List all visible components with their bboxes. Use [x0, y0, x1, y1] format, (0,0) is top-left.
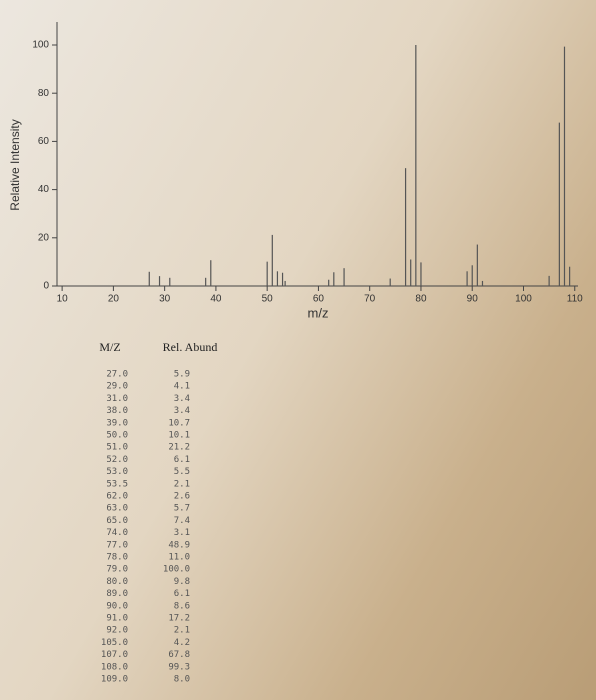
table-cell: 7.4 [174, 516, 190, 526]
table-cell: 50.0 [106, 431, 128, 441]
table-cell: 6.1 [174, 589, 190, 599]
table-cell: 79.0 [106, 565, 128, 575]
table-cell: 9.8 [174, 577, 190, 587]
table-cell: 5.9 [174, 370, 190, 380]
table-cell: 53.5 [106, 479, 128, 489]
table-cell: 3.4 [174, 394, 190, 404]
table-cell: 52.0 [106, 455, 128, 465]
table-cell: 53.0 [106, 467, 128, 477]
table-cell: 17.2 [168, 614, 190, 624]
x-tick-label: 60 [313, 294, 325, 305]
table-header: Rel. Abund [163, 340, 218, 354]
table-cell: 74.0 [106, 528, 128, 538]
table-cell: 92.0 [106, 626, 128, 636]
table-cell: 65.0 [106, 516, 128, 526]
table-cell: 39.0 [106, 418, 128, 428]
table-cell: 90.0 [106, 601, 128, 611]
table-cell: 5.7 [174, 504, 190, 514]
table-cell: 105.0 [101, 638, 128, 648]
table-cell: 51.0 [106, 443, 128, 453]
table-cell: 31.0 [106, 394, 128, 404]
y-tick-label: 80 [38, 88, 50, 99]
x-tick-label: 70 [364, 294, 376, 305]
table-cell: 62.0 [106, 492, 128, 502]
table-cell: 48.9 [168, 540, 190, 550]
table-header: M/Z [99, 340, 120, 354]
y-tick-label: 0 [43, 281, 49, 292]
x-tick-label: 10 [57, 294, 69, 305]
table-cell: 2.1 [174, 479, 190, 489]
y-tick-label: 20 [38, 232, 50, 243]
table-cell: 108.0 [101, 662, 128, 672]
table-cell: 6.1 [174, 455, 190, 465]
table-cell: 21.2 [168, 443, 190, 453]
table-cell: 38.0 [106, 406, 128, 416]
x-tick-label: 110 [567, 294, 583, 305]
x-tick-label: 50 [262, 294, 274, 305]
table-cell: 89.0 [106, 589, 128, 599]
table-cell: 2.6 [174, 492, 190, 502]
table-cell: 77.0 [106, 540, 128, 550]
table-cell: 4.1 [174, 382, 190, 392]
table-cell: 99.3 [168, 662, 190, 672]
table-cell: 27.0 [106, 370, 128, 380]
table-cell: 8.6 [174, 601, 190, 611]
table-cell: 63.0 [106, 504, 128, 514]
x-tick-label: 80 [415, 294, 427, 305]
table-cell: 10.1 [168, 431, 190, 441]
x-tick-label: 20 [108, 294, 120, 305]
x-tick-label: 90 [467, 294, 479, 305]
y-axis-label: Relative Intensity [8, 119, 22, 210]
table-cell: 29.0 [106, 382, 128, 392]
table-cell: 11.0 [168, 553, 190, 563]
y-tick-label: 100 [32, 40, 49, 51]
table-cell: 4.2 [174, 638, 190, 648]
table-cell: 78.0 [106, 553, 128, 563]
x-tick-label: 40 [210, 294, 222, 305]
table-cell: 67.8 [168, 650, 190, 660]
table-cell: 2.1 [174, 626, 190, 636]
table-cell: 91.0 [106, 614, 128, 624]
table-cell: 3.1 [174, 528, 190, 538]
table-cell: 107.0 [101, 650, 128, 660]
x-tick-label: 30 [159, 294, 171, 305]
y-tick-label: 40 [38, 184, 50, 195]
x-axis-label: m/z [308, 305, 329, 320]
table-cell: 3.4 [174, 406, 190, 416]
table-cell: 10.7 [168, 418, 190, 428]
table-cell: 109.0 [101, 675, 128, 685]
y-tick-label: 60 [38, 136, 50, 147]
x-tick-label: 100 [515, 294, 532, 305]
table-cell: 8.0 [174, 675, 190, 685]
table-cell: 5.5 [174, 467, 190, 477]
table-cell: 80.0 [106, 577, 128, 587]
table-cell: 100.0 [163, 565, 190, 575]
